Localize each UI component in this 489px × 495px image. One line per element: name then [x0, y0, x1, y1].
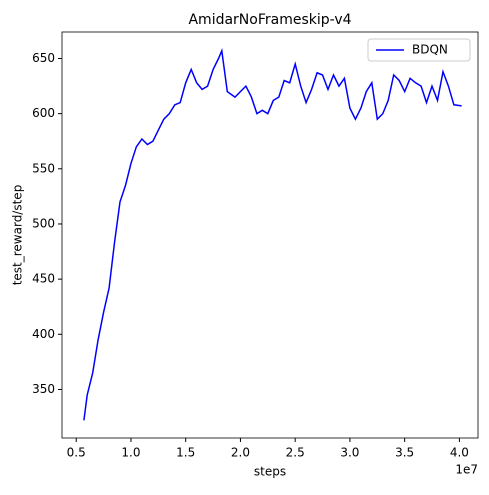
x-tick-label: 3.0: [340, 446, 359, 460]
y-tick-label: 500: [32, 216, 55, 230]
legend-box: [367, 38, 471, 62]
legend-label: BDQN: [412, 43, 448, 57]
chart-title: AmidarNoFrameskip-v4: [188, 12, 351, 28]
line: [83, 48, 462, 421]
x-tick-label: 0.5: [67, 446, 86, 460]
y-tick-label: 550: [32, 161, 55, 175]
x-tick-label: 1.0: [121, 446, 140, 460]
x-tick-label: 2.5: [286, 446, 305, 460]
y-tick-label: 450: [32, 272, 55, 286]
x-offset-label: 1e7: [455, 463, 478, 477]
x-axis-label: steps: [254, 465, 286, 479]
x-tick-label: 1.5: [176, 446, 195, 460]
y-tick-label: 400: [32, 327, 55, 341]
y-tick-label: 350: [32, 382, 55, 396]
x-tick-label: 2.0: [231, 446, 250, 460]
x-tick-label: 4.0: [450, 446, 469, 460]
y-tick-label: 650: [32, 51, 55, 65]
y-tick-label: 600: [32, 106, 55, 120]
x-tick-label: 3.5: [395, 446, 414, 460]
y-axis-label: test_reward/step: [11, 185, 25, 286]
plot-frame: [61, 31, 479, 439]
